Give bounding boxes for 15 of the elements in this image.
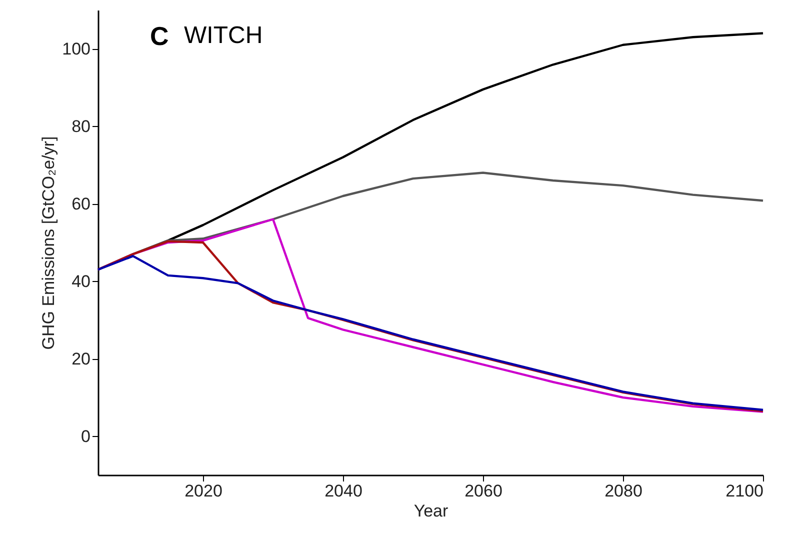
y-tick-label: 20 bbox=[72, 349, 90, 368]
x-tick-label: 2040 bbox=[324, 482, 362, 500]
x-tick-label: 2080 bbox=[604, 482, 642, 500]
annotation: C bbox=[150, 21, 169, 51]
x-tick-label: 2020 bbox=[184, 482, 222, 500]
x-tick-label: 2060 bbox=[464, 482, 502, 500]
y-tick-label: 0 bbox=[81, 426, 90, 446]
y-tick-label: 60 bbox=[72, 194, 90, 214]
y-tick-label: 80 bbox=[72, 116, 90, 136]
x-axis-title: Year bbox=[414, 502, 449, 520]
y-tick-label: 100 bbox=[62, 39, 90, 58]
y-tick-label: 40 bbox=[72, 272, 90, 291]
y-axis-title: GHG Emissions [GtCO₂e/yr] bbox=[39, 136, 58, 350]
x-tick-label: 2100 bbox=[726, 482, 764, 500]
text: WITCH bbox=[184, 22, 263, 49]
